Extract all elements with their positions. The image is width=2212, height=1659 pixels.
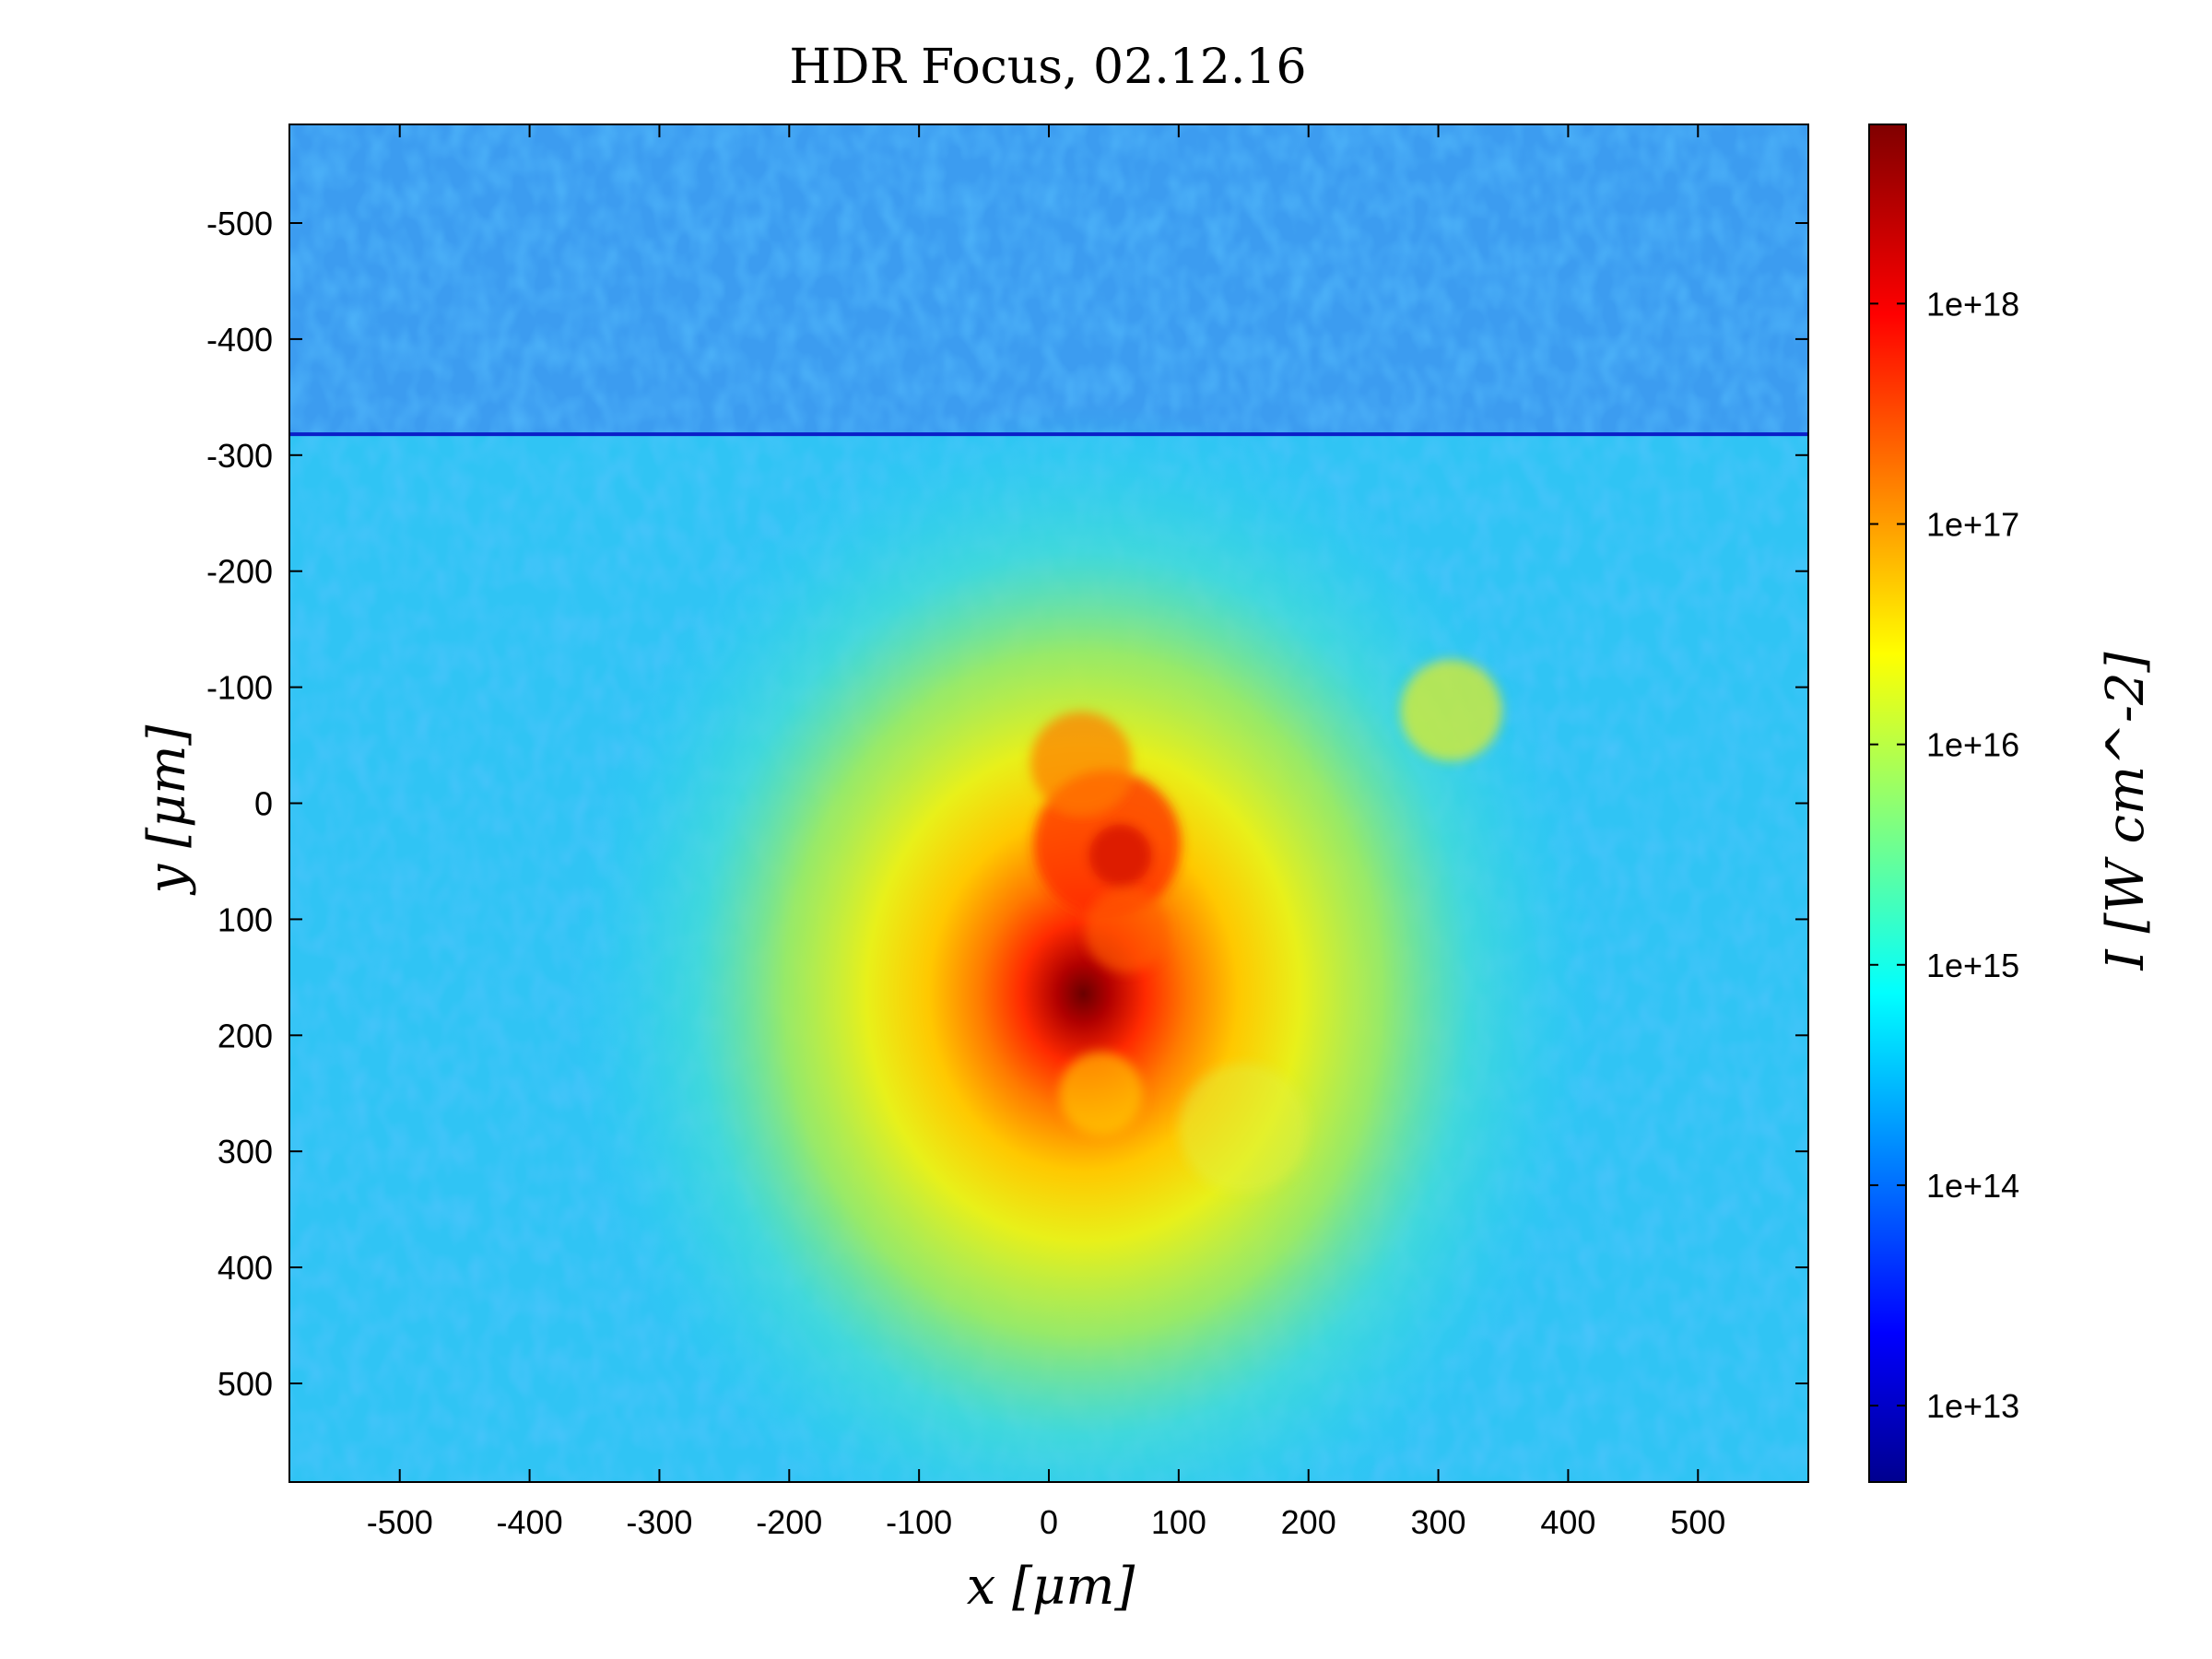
colorbar (1868, 124, 1907, 1483)
x-tick-label: -500 (367, 1503, 433, 1541)
x-tick-label: 0 (1040, 1503, 1058, 1541)
x-tick-label: -100 (886, 1503, 952, 1541)
y-tick-label: -100 (206, 669, 273, 707)
colorbar-ticks: 1e+13 1e+14 1e+15 1e+16 1e+17 1e+18 (1869, 285, 2019, 1425)
x-tick-label: 100 (1151, 1503, 1206, 1541)
colorbar-tick-label: 1e+18 (1926, 285, 2019, 323)
y-tick-label: 300 (218, 1133, 273, 1171)
y-tick-label: 200 (218, 1017, 273, 1054)
y-tick-label: -200 (206, 553, 273, 591)
x-tick-label: 200 (1281, 1503, 1336, 1541)
y-tick-label: -300 (206, 437, 273, 475)
colorbar-tick-label: 1e+15 (1926, 947, 2019, 984)
colorbar-tick-label: 1e+14 (1926, 1167, 2019, 1205)
colorbar-label: I [W cm^-2] (2096, 652, 2156, 971)
y-axis-ticks: -500 -400 -300 -200 -100 0 100 200 300 400 500 (206, 205, 1808, 1403)
hotspot-5 (1400, 659, 1502, 761)
x-tick-label: 400 (1540, 1503, 1595, 1541)
colorbar-tick-label: 1e+13 (1926, 1387, 2019, 1425)
hotspots (1030, 659, 1502, 1194)
y-tick-label: -500 (206, 205, 273, 242)
colorbar-tick-label: 1e+16 (1926, 726, 2019, 764)
y-tick-label: 100 (218, 900, 273, 938)
hotspot-2 (1030, 712, 1133, 814)
x-axis-label: x [μm] (967, 1557, 1135, 1617)
hotspot-4 (1059, 1052, 1143, 1135)
y-tick-label: 0 (254, 785, 273, 823)
plot-area (289, 124, 1808, 1482)
y-tick-label: -400 (206, 321, 273, 359)
colorbar-tick-label: 1e+17 (1926, 506, 2019, 544)
x-tick-label: -300 (626, 1503, 692, 1541)
hotspot-3 (1085, 888, 1169, 972)
chart-title: HDR Focus, 02.12.16 (789, 40, 1306, 95)
y-tick-label: 500 (218, 1365, 273, 1403)
x-tick-label: -400 (497, 1503, 563, 1541)
y-axis-label: y [μm] (137, 725, 197, 897)
focus-halo (567, 404, 1600, 1482)
x-axis-ticks: -500 -400 -300 -200 -100 0 100 200 300 400 500 (367, 124, 1725, 1541)
x-tick-label: 500 (1670, 1503, 1725, 1541)
x-tick-label: 300 (1411, 1503, 1466, 1541)
y-tick-label: 400 (218, 1249, 273, 1287)
x-tick-label: -200 (756, 1503, 822, 1541)
hotspot-6 (1179, 1064, 1309, 1194)
